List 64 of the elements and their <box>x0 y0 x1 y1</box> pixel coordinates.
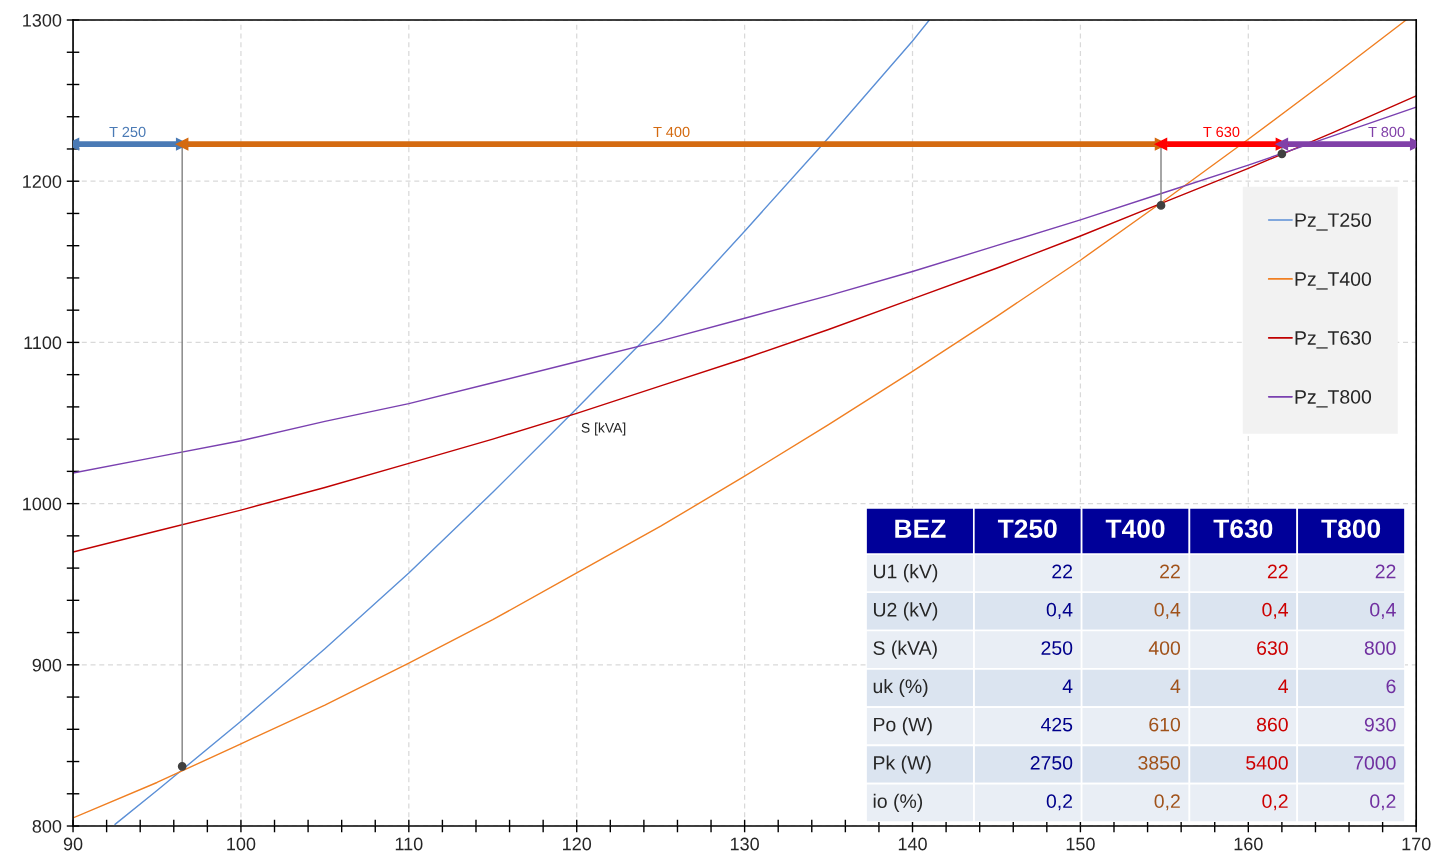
series-label: T 800 <box>1368 126 1405 138</box>
y-tick-label: Po (W) <box>874 717 932 736</box>
data-label: 0,4 <box>1262 602 1289 619</box>
legend-label: Pz_T250 <box>1295 213 1372 231</box>
x-tick-label: 170 <box>1402 837 1431 851</box>
data-label: 0,4 <box>1154 602 1181 619</box>
data-label: 0,2 <box>1262 794 1288 811</box>
x-tick-label: 110 <box>395 837 423 851</box>
data-label: 630 <box>1257 641 1288 655</box>
x-tick-label: 90 <box>63 837 83 851</box>
x-tick-label: 100 <box>227 837 256 851</box>
data-label: 930 <box>1364 717 1396 732</box>
data-label: 400 <box>1148 641 1181 655</box>
data-label: 3850 <box>1138 756 1181 770</box>
y-tick-label: U2 (kV) <box>873 602 938 621</box>
data-label: 5400 <box>1246 756 1288 770</box>
legend-label: Pz_T800 <box>1295 390 1372 408</box>
data-label: 250 <box>1041 641 1073 655</box>
y-tick-label: U1 (kV) <box>873 564 938 583</box>
data-label: 0,4 <box>1370 602 1396 619</box>
y-tick-label: io (%) <box>873 793 923 812</box>
series-label: T 630 <box>1203 126 1240 138</box>
data-label: 7000 <box>1354 756 1396 770</box>
data-label: 0,2 <box>1046 794 1073 811</box>
y-tick-label: uk (%) <box>873 678 928 698</box>
x-tick-label: 130 <box>730 837 759 851</box>
data-label: 860 <box>1256 717 1288 732</box>
data-label: 4 <box>1278 679 1289 693</box>
series-label: T 250 <box>109 126 146 138</box>
data-label: 22 <box>1052 564 1073 579</box>
series-label: T 400 <box>653 126 690 138</box>
y-axis-title: BEZ <box>895 519 946 538</box>
legend-label: Pz_T630 <box>1295 331 1372 349</box>
y-tick-label: 800 <box>32 819 62 833</box>
data-label: 22 <box>1267 564 1288 579</box>
data-label: 0,4 <box>1046 602 1073 619</box>
x-tick-label: T250 <box>997 519 1057 539</box>
data-label: 2750 <box>1030 756 1073 770</box>
data-label: 6 <box>1386 679 1396 694</box>
data-label: 0,2 <box>1370 794 1396 811</box>
x-tick-label: T400 <box>1105 519 1165 539</box>
data-label: 0,2 <box>1154 794 1180 811</box>
y-tick-label: 1100 <box>24 336 62 350</box>
x-tick-label: 150 <box>1066 837 1095 851</box>
y-tick-label: 1200 <box>23 175 62 188</box>
x-tick-label: 140 <box>898 837 927 851</box>
annotation: S [kVA] <box>581 422 626 436</box>
x-tick-label: T800 <box>1321 519 1381 539</box>
y-tick-label: 1300 <box>23 13 62 27</box>
data-label: 22 <box>1160 564 1180 579</box>
x-tick-label: 160 <box>1234 837 1263 851</box>
data-label: 610 <box>1149 717 1181 732</box>
x-tick-label: 120 <box>563 837 592 851</box>
legend-label: Pz_T400 <box>1295 272 1372 290</box>
data-label: 4 <box>1062 679 1073 693</box>
y-tick-label: Pk (W) <box>874 755 931 774</box>
data-label: 4 <box>1170 679 1181 693</box>
data-label: 425 <box>1041 717 1073 732</box>
y-tick-label: 900 <box>32 658 62 672</box>
y-tick-label: 1000 <box>23 497 62 511</box>
data-label: 22 <box>1375 564 1396 579</box>
y-tick-label: S (kVA) <box>873 640 937 659</box>
x-tick-label: T630 <box>1213 519 1273 539</box>
data-label: 800 <box>1364 641 1396 655</box>
